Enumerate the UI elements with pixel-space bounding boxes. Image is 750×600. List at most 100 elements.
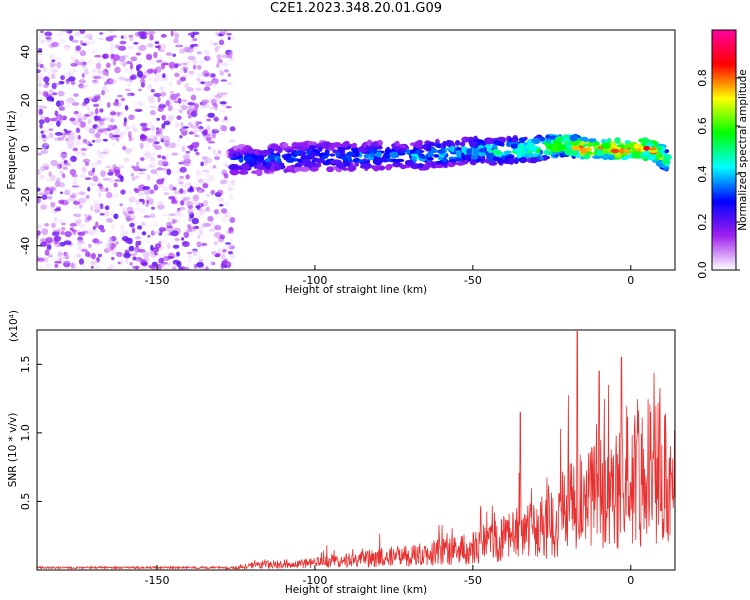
spectrogram-noise-cell [168, 184, 174, 191]
spectrogram-signal-cell [357, 159, 365, 164]
spectrogram-noise-cell [150, 134, 157, 139]
spectrogram-noise-cell [130, 172, 135, 177]
spectrogram-signal-cell [435, 143, 441, 149]
spectrogram-signal-cell [569, 134, 578, 142]
spectrogram-noise-cell [141, 261, 148, 266]
spectrogram-noise-cell [166, 225, 174, 229]
spectrogram-signal-cell [282, 142, 289, 148]
spectrogram-noise-cell [209, 175, 214, 182]
spectrogram-noise-cell [69, 168, 77, 176]
spectrogram-signal-cell [518, 156, 528, 164]
spectrogram-noise-cell [100, 228, 106, 233]
spectrogram-noise-cell [169, 93, 178, 101]
spectrogram-signal-cell [310, 163, 319, 167]
spectrogram-noise-cell [165, 100, 170, 107]
spectrogram-noise-cell [109, 247, 114, 251]
spectrogram-noise-cell [82, 43, 87, 46]
spectrogram-noise-cell [44, 223, 49, 227]
spectrogram-noise-cell [124, 105, 129, 111]
spectrogram-noise-cell [40, 39, 47, 44]
spectrogram-noise-cell [117, 261, 121, 265]
spectrogram-noise-cell [88, 38, 96, 46]
spectrogram-noise-cell [149, 156, 156, 162]
spectrogram-signal-cell [241, 164, 250, 170]
spectrogram-noise-cell [172, 53, 176, 57]
spectrogram-noise-cell [40, 150, 48, 154]
spectrogram-noise-cell [96, 94, 101, 101]
spectrogram-signal-cell [446, 147, 453, 151]
spectrogram-noise-cell [179, 206, 186, 211]
spectrogram-x-ticks: -150 -100 -50 0 [145, 265, 634, 287]
spectrogram-noise-cell [50, 159, 58, 167]
spectrogram-signal-cell [472, 158, 477, 163]
spectrogram-noise-cell [155, 127, 160, 131]
spectrogram-noise-cell [148, 31, 155, 35]
spectrogram-noise-cell [50, 207, 55, 213]
spectrogram-signal-cell [539, 149, 544, 155]
spectrogram-noise-cell [77, 240, 85, 244]
spectrogram-signal-cell [426, 144, 432, 152]
spectrogram-noise-cell [74, 32, 81, 36]
spectrogram-noise-cell [69, 194, 77, 202]
spectrogram-noise-cell [91, 252, 96, 260]
spectrogram-noise-cell [54, 266, 60, 270]
spectrogram-noise-cell [92, 124, 99, 129]
spectrogram-noise-cell [154, 243, 161, 249]
spectrogram-signal-cell [434, 164, 445, 169]
spectrogram-noise-cell [63, 45, 70, 52]
spectrogram-noise-cell [173, 37, 179, 44]
spectrogram-noise-cell [186, 105, 195, 110]
spectrogram-noise-cell [68, 132, 75, 136]
spectrogram-noise-cell [96, 57, 105, 63]
spectrogram-noise-cell [193, 249, 198, 254]
spectrogram-noise-cell [156, 263, 162, 270]
spectrogram-noise-cell [74, 49, 82, 54]
spectrogram-signal-cell [497, 157, 503, 165]
spectrogram-noise-cell [223, 173, 229, 179]
spectrogram-noise-cell [205, 206, 210, 212]
spectrogram-noise-cell [44, 31, 53, 37]
spectrogram-noise-cell [127, 132, 133, 136]
snr-plot: -150 -100 -50 0 0.5 1.0 1.5 Height of straigh… [7, 310, 676, 596]
spectrogram-noise-cell [192, 59, 197, 65]
spectrogram-noise-cell [134, 108, 143, 112]
spectrogram-noise-cell [108, 264, 116, 270]
spectrogram-noise-cell [141, 231, 147, 236]
spectrogram-signal-cell [283, 156, 289, 161]
spectrogram-noise-cell [42, 129, 49, 133]
spectrogram-signal-cell [228, 164, 238, 170]
spectrogram-noise-cell [101, 86, 107, 92]
spectrogram-noise-cell [118, 165, 125, 169]
spectrogram-noise-cell [175, 42, 182, 47]
spectrogram-signal-cell [518, 137, 527, 142]
spectrogram-noise-cell [123, 121, 127, 127]
spectrogram-noise-cell [47, 71, 51, 76]
spectrogram-noise-cell [94, 54, 102, 58]
spectrogram-noise-cell [116, 35, 121, 40]
spectrogram-noise-cell [93, 228, 100, 233]
spectrogram-signal-cell [306, 149, 311, 156]
spectrogram-noise-cell [198, 258, 204, 262]
spectrogram-noise-cell [105, 165, 112, 169]
spectrogram-noise-cell [132, 123, 136, 130]
spectrogram-noise-cell [118, 55, 126, 62]
spectrogram-signal-cell [322, 160, 331, 166]
spectrogram-signal-cell [529, 153, 539, 158]
x-tick-label: -100 [302, 274, 327, 287]
spectrogram-signal-cell [351, 142, 357, 149]
spectrogram-signal-cell [346, 151, 355, 157]
spectrogram-noise-cell [146, 54, 153, 61]
spectrogram-noise-cell [174, 72, 180, 78]
spectrogram-noise-cell [180, 129, 187, 132]
colorbar-tick-label: 0.8 [696, 69, 709, 87]
spectrogram-noise-cell [216, 54, 222, 60]
spectrogram-noise-cell [105, 36, 114, 42]
spectrogram-noise-cell [106, 102, 111, 108]
spectrogram-noise-cell [72, 255, 77, 260]
spectrogram-noise-cell [143, 256, 150, 261]
spectrogram-signal-cell [427, 157, 434, 161]
spectrogram-noise-cell [176, 115, 182, 120]
spectrogram-noise-cell [157, 44, 161, 51]
spectrogram-noise-cell [222, 249, 227, 253]
spectrogram-noise-cell [114, 99, 119, 103]
